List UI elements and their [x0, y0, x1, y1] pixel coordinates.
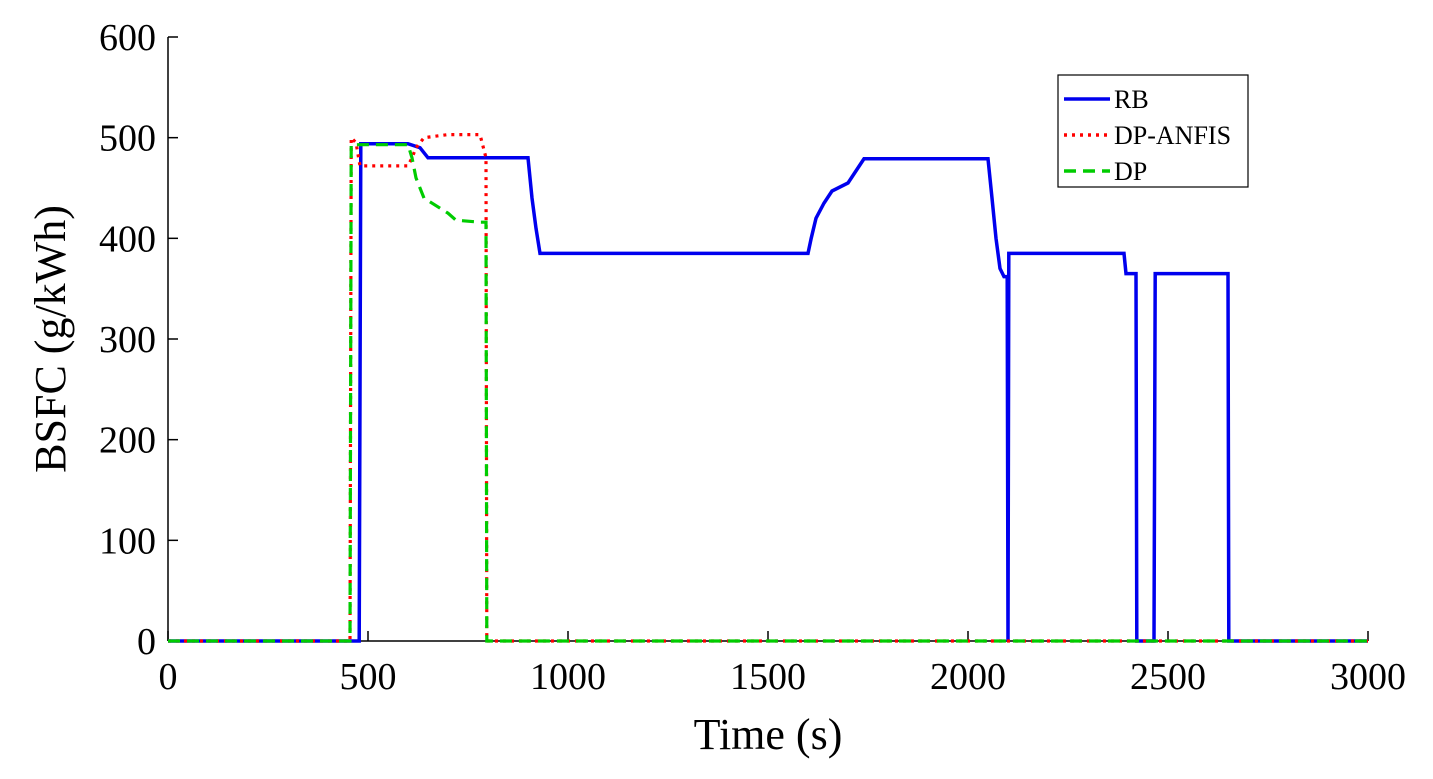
legend-label: RB: [1114, 85, 1149, 114]
x-tick-label: 2500: [1130, 656, 1206, 698]
series-lines: [168, 133, 1368, 643]
legend-box: [1057, 74, 1249, 188]
x-axis-title: Time (s): [694, 710, 843, 759]
x-tick-label: 2000: [930, 656, 1006, 698]
x-tick-label: 500: [340, 656, 397, 698]
legend-label: DP: [1114, 157, 1147, 186]
y-tick-label: 0: [137, 621, 156, 663]
legend: RB DP-ANFIS DP: [1057, 74, 1249, 188]
x-tick-label: 1000: [530, 656, 606, 698]
y-tick-label: 500: [99, 118, 156, 160]
y-tick-label: 100: [99, 520, 156, 562]
series-line-dp: [168, 143, 1368, 643]
x-tick-label: 1500: [730, 656, 806, 698]
axes: 0 500 1000 1500 2000 2500 3000 0 100 200 300 400 500…: [99, 17, 1406, 698]
x-tick-label: 3000: [1330, 656, 1406, 698]
legend-label: DP-ANFIS: [1114, 121, 1231, 150]
series-line-rb: [168, 141, 1368, 643]
y-tick-label: 400: [99, 218, 156, 260]
y-tick-label: 200: [99, 420, 156, 462]
y-axis-title: BSFC (g/kWh): [26, 205, 75, 473]
series-line-dp-anfis: [168, 133, 1368, 643]
x-tick-label: 0: [159, 656, 178, 698]
y-tick-label: 300: [99, 319, 156, 361]
y-tick-label: 600: [99, 17, 156, 59]
